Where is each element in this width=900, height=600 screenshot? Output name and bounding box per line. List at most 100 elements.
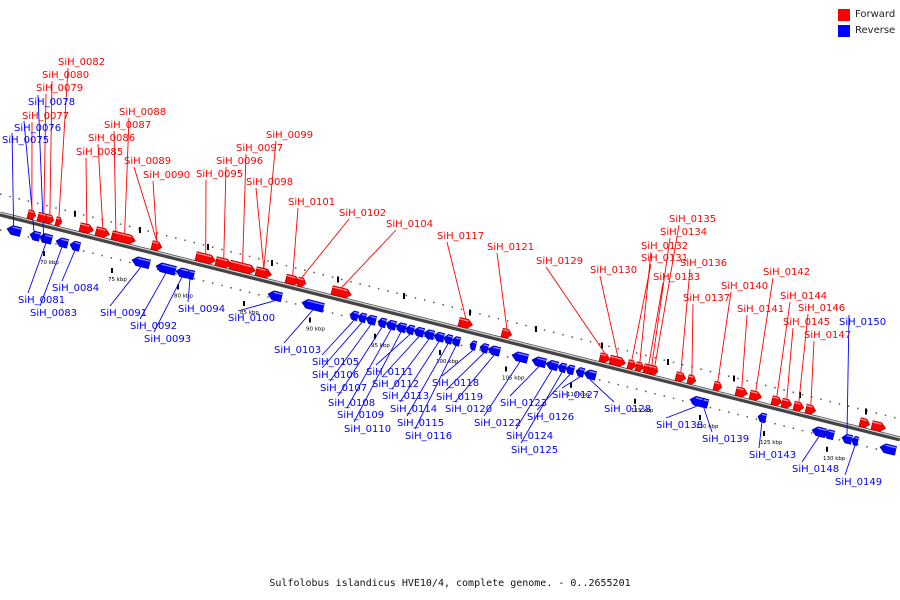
gene-label: SiH_0148 (792, 464, 839, 475)
gene-label: SiH_0090 (143, 170, 190, 181)
gene-label: SiH_0100 (228, 313, 275, 324)
gene-label: SiH_0087 (104, 120, 151, 131)
gene-label: SiH_0125 (511, 445, 558, 456)
gene-arrow-sih_0086 (94, 226, 111, 238)
forward-legend-label: Forward (855, 9, 896, 20)
gene-label: SiH_0079 (36, 83, 83, 94)
scale-tick-label: 80 kbp (174, 294, 193, 300)
leader-line (49, 80, 53, 215)
gene-label: SiH_0083 (30, 308, 77, 319)
gene-label: SiH_0085 (76, 147, 123, 158)
gene-arrow-sih_0143 (757, 412, 768, 424)
gene-label: SiH_0140 (721, 281, 768, 292)
gene-label: SiH_0138 (656, 420, 703, 431)
scale-tick (505, 366, 507, 372)
gene-label: SiH_0143 (749, 450, 796, 461)
scale-tick (43, 251, 45, 256)
gene-label: SiH_0092 (130, 321, 177, 332)
gene-arrow-sih_0096 (214, 256, 232, 269)
leader-line (798, 313, 809, 402)
minor-tick (601, 342, 603, 349)
leader-line (381, 336, 420, 378)
gene-label: SiH_0111 (366, 367, 413, 378)
gene-arrow-sih_0085 (78, 222, 95, 234)
gene-label: SiH_0123 (500, 398, 547, 409)
gene-label: SiH_0116 (405, 431, 452, 442)
leader-line (255, 187, 265, 268)
gene-label: SiH_0077 (22, 111, 69, 122)
gene-arrow-sih_0093 (175, 267, 190, 279)
gene-label: SiH_0145 (783, 317, 830, 328)
scale-tick-label: 75 kbp (108, 277, 127, 283)
leader-line (446, 241, 467, 319)
leader-line (483, 361, 521, 417)
gene-arrow-sih_0076 (29, 230, 42, 242)
leader-line (283, 309, 314, 344)
leader-line (329, 324, 372, 382)
leader-line (755, 277, 774, 392)
gene-label: SiH_0130 (590, 265, 637, 276)
gene-arrow-sih_0080 (44, 213, 55, 225)
scale-tick-label: 130 kbp (823, 456, 846, 462)
gene-arrow-sih_0117 (457, 317, 474, 329)
gene-label: SiH_0093 (144, 334, 191, 345)
leader-line (223, 166, 227, 258)
leader-line (85, 157, 88, 224)
gene-label: SiH_0080 (42, 70, 89, 81)
leader-line (844, 445, 856, 476)
gene-arrow-sih_0088 (112, 230, 136, 245)
gene-arrow-unlabelled (870, 420, 887, 432)
label-leader-lines (11, 67, 856, 476)
leader-line (27, 243, 47, 294)
leader-line (509, 366, 540, 397)
leader-line (187, 279, 191, 303)
gene-label: SiH_0103 (274, 345, 321, 356)
leader-line (680, 268, 691, 373)
leader-line (153, 277, 183, 333)
leader-line (758, 422, 763, 449)
gene-label: SiH_0084 (52, 283, 99, 294)
gene-arrow-sih_0075 (6, 225, 23, 237)
gene-arrows (6, 209, 897, 456)
scale-tick-label: 105 kbp (502, 376, 525, 382)
gene-label: SiH_0105 (312, 357, 359, 368)
gene-arrow-sih_0123 (531, 356, 548, 369)
scale-ticks: 70 kbp 75 kbp 80 kbp 85 kbp 90 kbp 95 kbp 100 … (40, 210, 867, 462)
gene-label: SiH_0110 (344, 424, 391, 435)
gene-arrow-sih_0081 (39, 233, 54, 245)
gene-arrow-sih_0105 (349, 310, 360, 322)
gene-arrow-sih_0127 (575, 367, 586, 378)
leader-line (414, 345, 457, 430)
leader-line (691, 303, 694, 375)
leader-line (353, 332, 402, 423)
genome-axis (0, 211, 900, 442)
gene-label: SiH_0112 (372, 379, 419, 390)
gene-label: SiH_0113 (382, 391, 429, 402)
gene-label: SiH_0136 (680, 258, 727, 269)
gene-arrow-sih_0106 (357, 312, 368, 324)
gene-label: SiH_0119 (436, 392, 483, 403)
gene-arrow-sih_0101 (284, 273, 301, 286)
gene-label: SiH_0096 (216, 156, 263, 167)
scale-tick-label: 85 kbp (240, 310, 259, 316)
scale-tick-label: 115 kbp (631, 408, 654, 414)
gene-arrow-sih_0102 (296, 276, 307, 288)
gene-arrow-sih_0129 (598, 352, 611, 364)
scale-tick (111, 268, 113, 273)
gene-arrow-sih_0095 (194, 251, 216, 265)
gene-arrow-sih_0116 (451, 336, 462, 347)
leader-line (406, 343, 449, 417)
minor-tick (207, 244, 209, 250)
leader-line (139, 273, 167, 320)
gene-arrow-sih_0119 (479, 343, 490, 354)
gene-arrow-sih_0136 (674, 371, 687, 383)
leader-line (441, 349, 474, 377)
gene-arrow-unlabelled (823, 429, 836, 441)
gene-arrow-sih_0111 (405, 324, 416, 336)
gene-label: SiH_0144 (780, 291, 827, 302)
gene-label: SiH_0099 (266, 130, 313, 141)
gene-arrow-sih_0137 (686, 374, 697, 385)
leader-line (515, 369, 553, 430)
scale-tick-label: 110 kbp (567, 392, 590, 398)
leader-line (399, 341, 440, 403)
